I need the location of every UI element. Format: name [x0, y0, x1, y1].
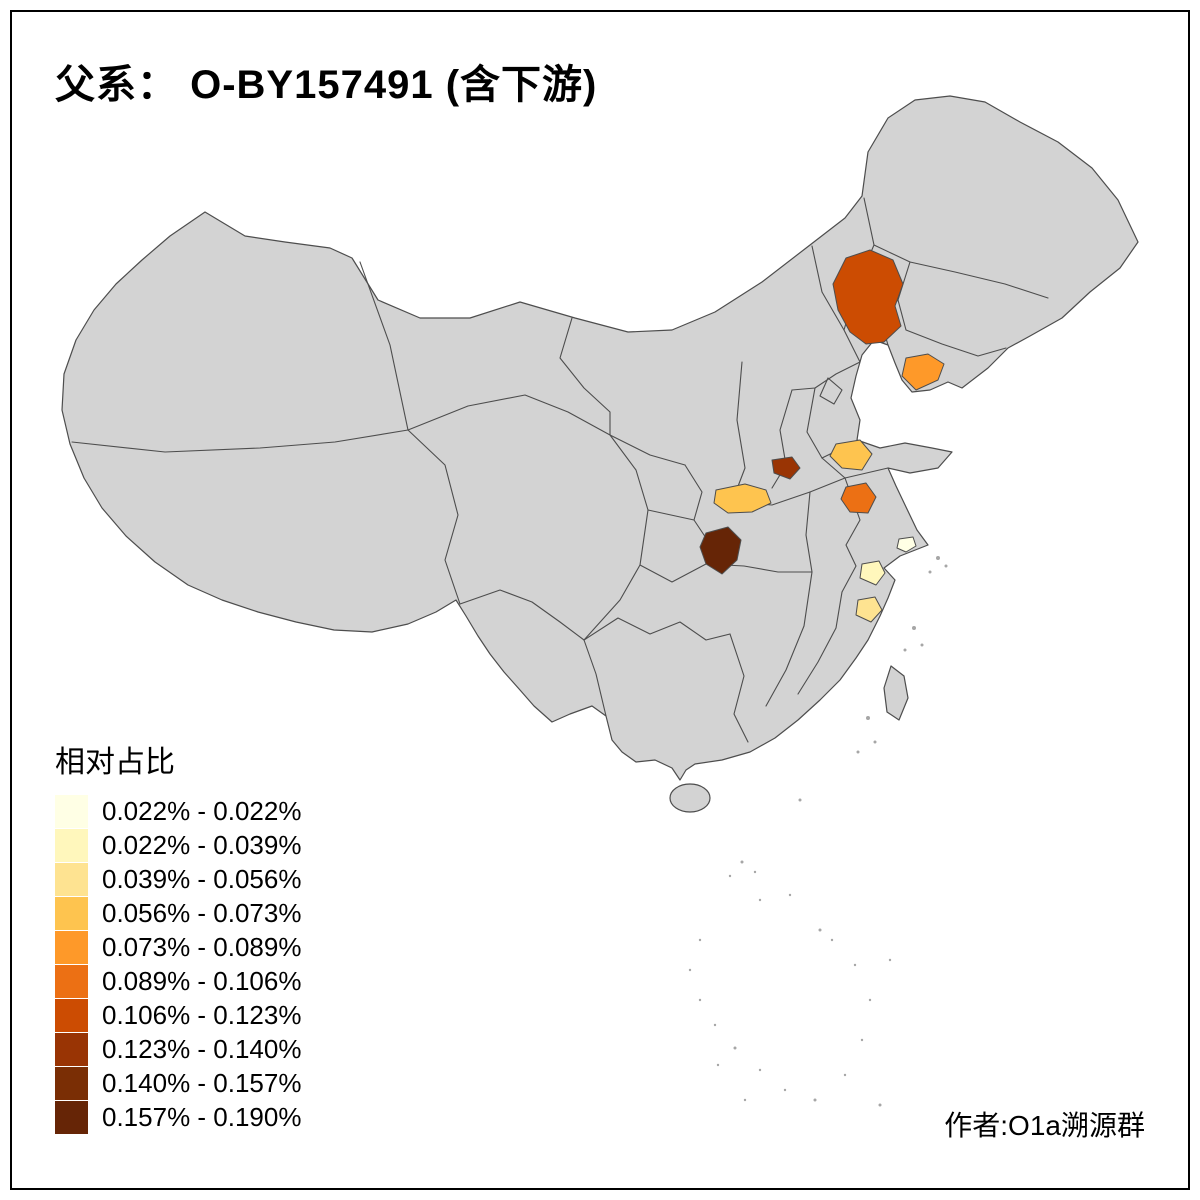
legend-label: 0.022% - 0.022%: [102, 796, 302, 826]
region-henan-north: [771, 456, 801, 480]
taiwan-island: [883, 665, 909, 721]
small-islands: [688, 556, 948, 1107]
legend: 相对占比 0.022% - 0.022% 0.022% - 0.039% 0.0…: [55, 745, 395, 1135]
legend-title: 相对占比: [55, 746, 175, 779]
legend-row: 0.106% - 0.123%: [55, 999, 395, 1032]
legend-label: 0.022% - 0.039%: [102, 830, 302, 860]
legend-row: 0.022% - 0.022%: [55, 795, 395, 828]
legend-row: 0.140% - 0.157%: [55, 1067, 395, 1100]
legend-row: 0.123% - 0.140%: [55, 1033, 395, 1066]
region-chongqing: [699, 526, 742, 575]
legend-swatch: [55, 863, 88, 896]
mainland-outline: [61, 95, 1139, 781]
legend-label: 0.056% - 0.073%: [102, 898, 302, 928]
region-inner-mongolia-east: [832, 249, 904, 345]
legend-swatch: [55, 829, 88, 862]
legend-swatch: [55, 931, 88, 964]
legend-swatch: [55, 795, 88, 828]
page-title: 父系： O-BY157491 (含下游): [55, 63, 598, 107]
legend-swatch: [55, 1067, 88, 1100]
legend-label: 0.140% - 0.157%: [102, 1068, 302, 1098]
region-shanghai: [896, 536, 917, 553]
legend-row: 0.089% - 0.106%: [55, 965, 395, 998]
highlighted-regions: [699, 249, 945, 623]
region-shandong-west: [829, 439, 873, 471]
legend-swatch: [55, 1033, 88, 1066]
legend-row: 0.022% - 0.039%: [55, 829, 395, 862]
legend-swatch: [55, 1101, 88, 1134]
legend-label: 0.089% - 0.106%: [102, 966, 302, 996]
region-zhejiang-north: [859, 560, 886, 586]
legend-label: 0.039% - 0.056%: [102, 864, 302, 894]
legend-row: 0.056% - 0.073%: [55, 897, 395, 930]
islands: [669, 556, 948, 1107]
legend-swatch: [55, 999, 88, 1032]
region-liaodong-peninsula: [901, 353, 945, 391]
legend-label: 0.123% - 0.140%: [102, 1034, 302, 1064]
legend-label: 0.157% - 0.190%: [102, 1102, 302, 1132]
legend-label: 0.073% - 0.089%: [102, 932, 302, 962]
hainan-island: [669, 783, 711, 813]
legend-label: 0.106% - 0.123%: [102, 1000, 302, 1030]
region-shaanxi-south: [713, 483, 772, 514]
legend-swatch: [55, 965, 88, 998]
legend-row: 0.157% - 0.190%: [55, 1101, 395, 1134]
legend-row: 0.039% - 0.056%: [55, 863, 395, 896]
legend-row: 0.073% - 0.089%: [55, 931, 395, 964]
legend-swatch: [55, 897, 88, 930]
author-credit: 作者:O1a溯源群: [944, 1110, 1145, 1141]
region-zhejiang-south: [855, 596, 883, 623]
region-jiangsu-central: [840, 482, 877, 514]
